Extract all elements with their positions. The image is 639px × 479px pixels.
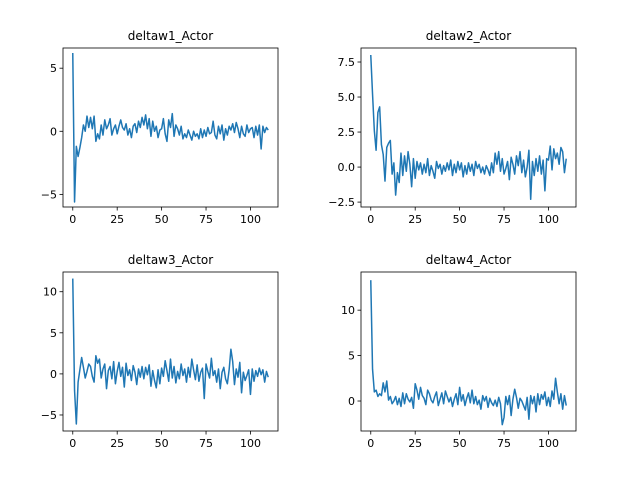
y-tick-label: 5 xyxy=(348,350,355,363)
y-tick-label: 10 xyxy=(341,304,355,317)
y-tick-label: 0 xyxy=(348,395,355,408)
y-tick-label: 0.0 xyxy=(338,161,356,174)
axes-frame xyxy=(62,271,279,432)
x-tick-label: 100 xyxy=(240,213,261,226)
subplot-title: deltaw4_Actor xyxy=(426,253,511,267)
axes-frame xyxy=(360,271,577,432)
y-tick-label: 7.5 xyxy=(338,56,356,69)
subplot-title: deltaw3_Actor xyxy=(128,253,213,267)
x-tick-label: 75 xyxy=(199,213,213,226)
x-tick-label: 50 xyxy=(453,437,467,450)
x-tick-label: 50 xyxy=(155,213,169,226)
x-tick-label: 50 xyxy=(155,437,169,450)
x-tick-label: 0 xyxy=(69,437,76,450)
axes-frame xyxy=(360,47,577,208)
x-tick-label: 100 xyxy=(240,437,261,450)
x-tick-label: 0 xyxy=(367,213,374,226)
x-tick-label: 25 xyxy=(408,213,422,226)
x-tick-label: 0 xyxy=(69,213,76,226)
x-tick-label: 75 xyxy=(497,213,511,226)
x-tick-label: 25 xyxy=(110,213,124,226)
x-tick-label: 100 xyxy=(538,437,559,450)
x-tick-label: 25 xyxy=(408,437,422,450)
data-line xyxy=(72,278,269,425)
data-line xyxy=(370,280,567,426)
y-tick-label: 0 xyxy=(50,125,57,138)
y-tick-label: 5.0 xyxy=(338,91,356,104)
y-tick-label: 2.5 xyxy=(338,126,356,139)
x-tick-label: 50 xyxy=(453,213,467,226)
subplot-title: deltaw2_Actor xyxy=(426,29,511,43)
data-line xyxy=(72,53,269,203)
y-tick-label: −5 xyxy=(41,409,57,422)
axes-frame xyxy=(62,47,279,208)
x-tick-label: 75 xyxy=(199,437,213,450)
subplot-title: deltaw1_Actor xyxy=(128,29,213,43)
y-tick-label: −5 xyxy=(41,188,57,201)
y-tick-label: 5 xyxy=(50,327,57,340)
x-tick-label: 75 xyxy=(497,437,511,450)
x-tick-label: 25 xyxy=(110,437,124,450)
data-line xyxy=(370,54,567,201)
y-tick-label: −2.5 xyxy=(328,196,355,209)
y-tick-label: 0 xyxy=(50,368,57,381)
y-tick-label: 5 xyxy=(50,62,57,75)
x-tick-label: 100 xyxy=(538,213,559,226)
x-tick-label: 0 xyxy=(367,437,374,450)
y-tick-label: 10 xyxy=(43,286,57,299)
